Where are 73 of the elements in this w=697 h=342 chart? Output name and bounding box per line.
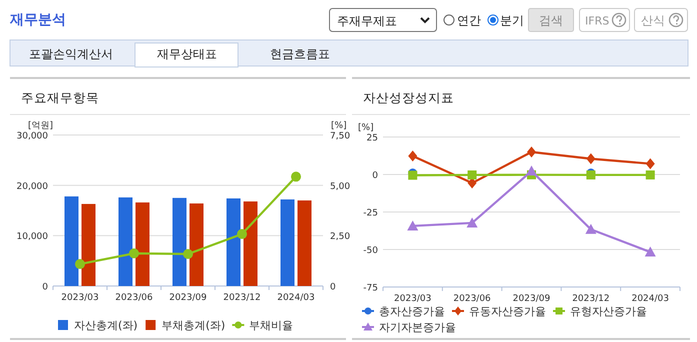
y-tick-label: -75 bbox=[363, 284, 378, 294]
legend-label: 부채총계(좌) bbox=[162, 319, 226, 332]
x-tick-label: 2023/06 bbox=[115, 293, 153, 303]
y-tick-label: 25 bbox=[366, 134, 378, 144]
bar bbox=[64, 196, 78, 286]
text: 산식 bbox=[641, 14, 665, 28]
text: 분기 bbox=[500, 14, 524, 28]
text: IFRS bbox=[585, 14, 610, 28]
text: 재무상태표 bbox=[157, 47, 217, 61]
y-tick-label: 30,000 bbox=[16, 132, 48, 142]
y-tick-label: 20,000 bbox=[16, 182, 48, 192]
point bbox=[526, 166, 537, 176]
x-tick-label: 2023/12 bbox=[572, 294, 610, 304]
point bbox=[468, 170, 477, 180]
bar bbox=[298, 200, 312, 286]
point bbox=[527, 146, 536, 158]
legend-label: 자기자본증가율 bbox=[379, 321, 456, 334]
x-tick-label: 2023/03 bbox=[394, 294, 432, 304]
x-tick-label: 2023/09 bbox=[512, 294, 550, 304]
y2-tick-label: 2,50 bbox=[330, 232, 350, 242]
x-tick-label: 2023/09 bbox=[169, 293, 207, 303]
legend-label: 부채비율 bbox=[249, 319, 294, 332]
point bbox=[291, 172, 301, 182]
text: 포괄손익계산서 bbox=[29, 47, 113, 61]
point bbox=[586, 153, 596, 164]
bar bbox=[190, 203, 204, 286]
bar bbox=[280, 199, 294, 286]
bar bbox=[82, 204, 96, 286]
point bbox=[408, 170, 418, 180]
x-tick-label: 2023/06 bbox=[453, 294, 492, 304]
y-tick-label: -50 bbox=[363, 246, 378, 256]
y2-tick-label: 5,00 bbox=[330, 182, 350, 192]
chart-title: 주요재무항목 bbox=[21, 90, 99, 105]
text: 현금흐름표 bbox=[270, 47, 330, 61]
text: 재무분석 bbox=[9, 12, 66, 28]
point bbox=[585, 224, 596, 234]
text: 검색 bbox=[539, 14, 563, 28]
y2-tick-label: 7,50 bbox=[330, 132, 350, 142]
point bbox=[466, 217, 478, 228]
text: 주재무제표 bbox=[337, 14, 397, 28]
point bbox=[646, 170, 655, 180]
bar bbox=[172, 198, 186, 286]
y2-tick-label: 0 bbox=[330, 282, 336, 292]
point bbox=[468, 178, 477, 189]
point bbox=[646, 158, 655, 170]
legend-label: 유동자산증가율 bbox=[469, 305, 546, 318]
point bbox=[237, 229, 247, 240]
y-axis-title: [%] bbox=[358, 123, 374, 133]
point bbox=[75, 259, 85, 270]
y-tick-label: 0 bbox=[42, 282, 48, 292]
bar bbox=[226, 198, 240, 286]
legend-label: 총자산증가율 bbox=[379, 305, 445, 318]
bar bbox=[244, 201, 258, 286]
y-tick-label: -25 bbox=[363, 208, 378, 218]
point bbox=[129, 248, 139, 258]
x-tick-label: 2024/03 bbox=[277, 293, 315, 303]
chart-title: 자산성장성지표 bbox=[363, 90, 454, 105]
y-tick-label: 0 bbox=[372, 171, 378, 181]
x-tick-label: 2023/12 bbox=[223, 293, 261, 303]
bar bbox=[136, 202, 150, 286]
x-tick-label: 2023/03 bbox=[61, 293, 99, 303]
y-tick-label: 10,000 bbox=[16, 232, 48, 242]
point bbox=[183, 248, 193, 259]
y2-axis-title: [%] bbox=[331, 121, 347, 131]
y-axis-title: [억원] bbox=[28, 121, 54, 131]
legend-label: 유형자산증가율 bbox=[570, 305, 647, 318]
bar bbox=[118, 197, 132, 286]
x-tick-label: 2024/03 bbox=[632, 294, 669, 304]
legend-label: 자산총계(좌) bbox=[74, 319, 138, 332]
text: 연간 bbox=[457, 14, 481, 28]
point bbox=[644, 246, 656, 257]
point bbox=[407, 220, 418, 230]
point bbox=[408, 150, 418, 162]
